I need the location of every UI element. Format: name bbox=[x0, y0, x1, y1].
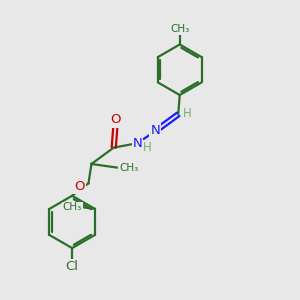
Text: H: H bbox=[183, 107, 192, 120]
Text: O: O bbox=[110, 113, 121, 127]
Text: CH₃: CH₃ bbox=[170, 24, 189, 34]
Text: CH₃: CH₃ bbox=[120, 163, 139, 172]
Text: N: N bbox=[133, 137, 142, 150]
Text: O: O bbox=[74, 180, 85, 193]
Text: N: N bbox=[151, 124, 160, 137]
Text: Cl: Cl bbox=[66, 260, 79, 273]
Text: H: H bbox=[143, 141, 152, 154]
Text: CH₃: CH₃ bbox=[63, 202, 82, 212]
